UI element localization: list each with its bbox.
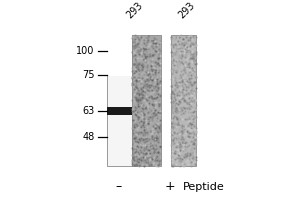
Text: 100: 100 <box>76 46 94 56</box>
Text: 75: 75 <box>82 70 94 80</box>
Text: Peptide: Peptide <box>183 182 225 192</box>
Bar <box>132 35 160 166</box>
Text: –: – <box>116 180 122 194</box>
Bar <box>106 35 132 76</box>
Text: 48: 48 <box>82 132 94 142</box>
Bar <box>106 35 132 166</box>
Text: +: + <box>165 180 176 194</box>
Text: 63: 63 <box>82 106 94 116</box>
Bar <box>106 107 132 115</box>
Text: 293: 293 <box>176 0 196 20</box>
Text: 293: 293 <box>124 0 145 20</box>
Bar <box>171 35 196 166</box>
